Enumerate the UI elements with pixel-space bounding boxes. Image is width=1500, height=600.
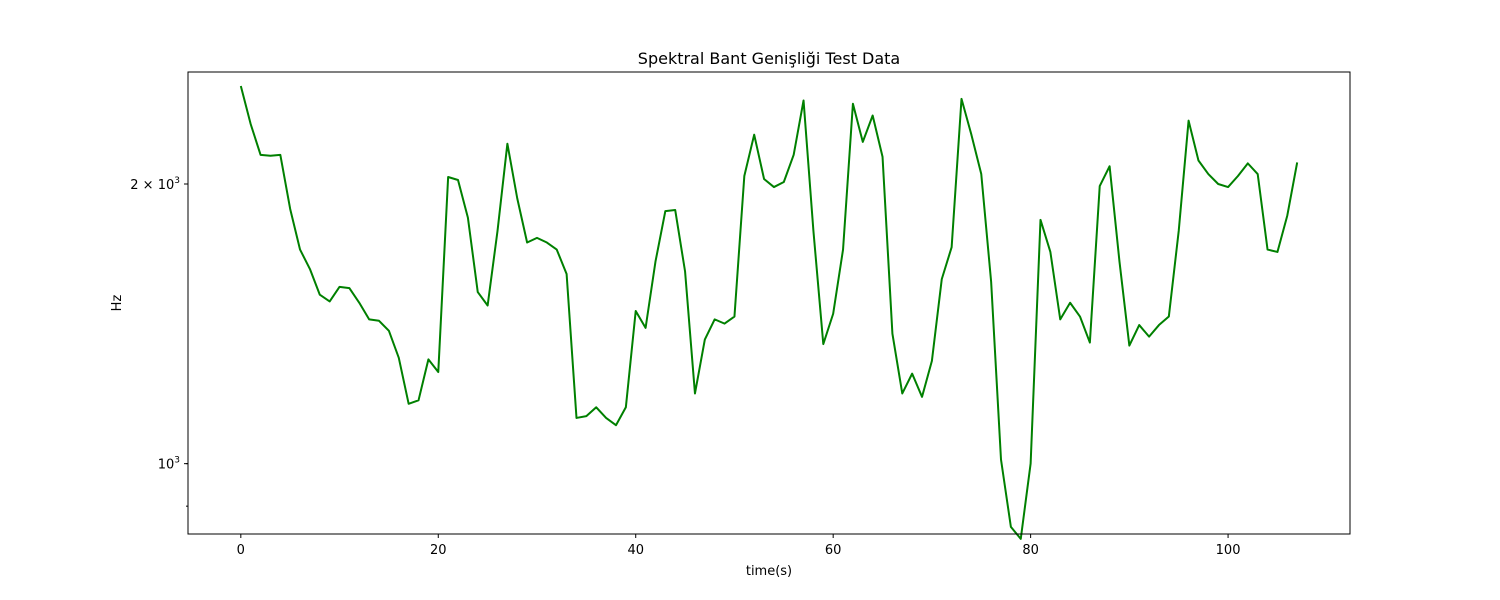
x-tick-label: 20 (430, 543, 447, 558)
x-tick-label: 60 (825, 543, 842, 558)
y-tick-label: 103 (158, 456, 180, 473)
y-axis-label: Hz (110, 295, 125, 312)
chart-title: Spektral Bant Genişliği Test Data (638, 49, 900, 68)
x-tick-label: 40 (627, 543, 644, 558)
plot-area-frame (187, 71, 1351, 535)
x-axis-label: time(s) (746, 564, 792, 579)
y-tick-label: 2 × 103 (130, 176, 180, 193)
x-tick-label: 80 (1022, 543, 1039, 558)
series-line-0 (239, 85, 1299, 540)
x-tick-label: 100 (1216, 543, 1241, 558)
x-tick-label: 0 (237, 543, 245, 558)
